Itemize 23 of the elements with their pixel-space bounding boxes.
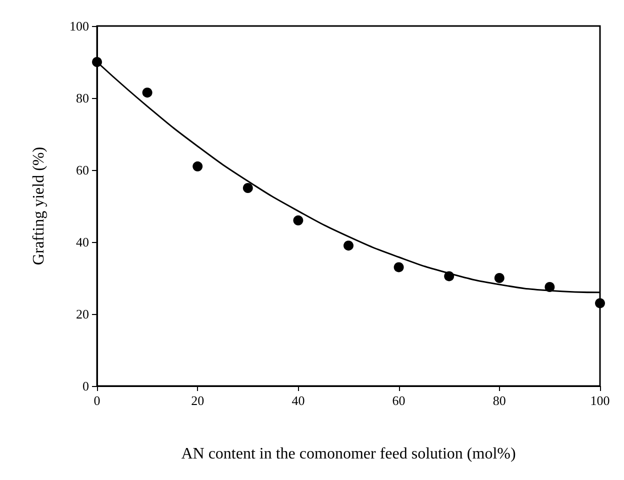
y-tick-label: 100 bbox=[70, 18, 89, 34]
y-tick-label: 80 bbox=[76, 90, 89, 106]
x-tick-label: 0 bbox=[94, 393, 100, 408]
point bbox=[192, 161, 203, 172]
y-tick-label: 20 bbox=[76, 306, 89, 322]
y-tick-label: 60 bbox=[76, 162, 89, 178]
x-tick-label: 40 bbox=[292, 393, 305, 408]
point bbox=[242, 183, 253, 193]
y-axis-title: Grafting yield (%) bbox=[30, 146, 48, 266]
x-tick-label: 80 bbox=[492, 393, 506, 408]
x-tick-label: 100 bbox=[590, 393, 610, 408]
point bbox=[595, 298, 605, 308]
point bbox=[293, 215, 304, 226]
point bbox=[494, 273, 504, 283]
x-tick-label: 60 bbox=[392, 393, 406, 408]
y-tick-label: 40 bbox=[76, 234, 89, 250]
y-tick-label: 0 bbox=[82, 378, 89, 394]
point bbox=[142, 88, 152, 98]
x-tick-label: 20 bbox=[191, 393, 204, 408]
point bbox=[344, 240, 354, 251]
point bbox=[92, 57, 102, 67]
point bbox=[394, 262, 404, 272]
x-axis-title: AN content in the comonomer feed solution (mol%) bbox=[181, 446, 516, 462]
